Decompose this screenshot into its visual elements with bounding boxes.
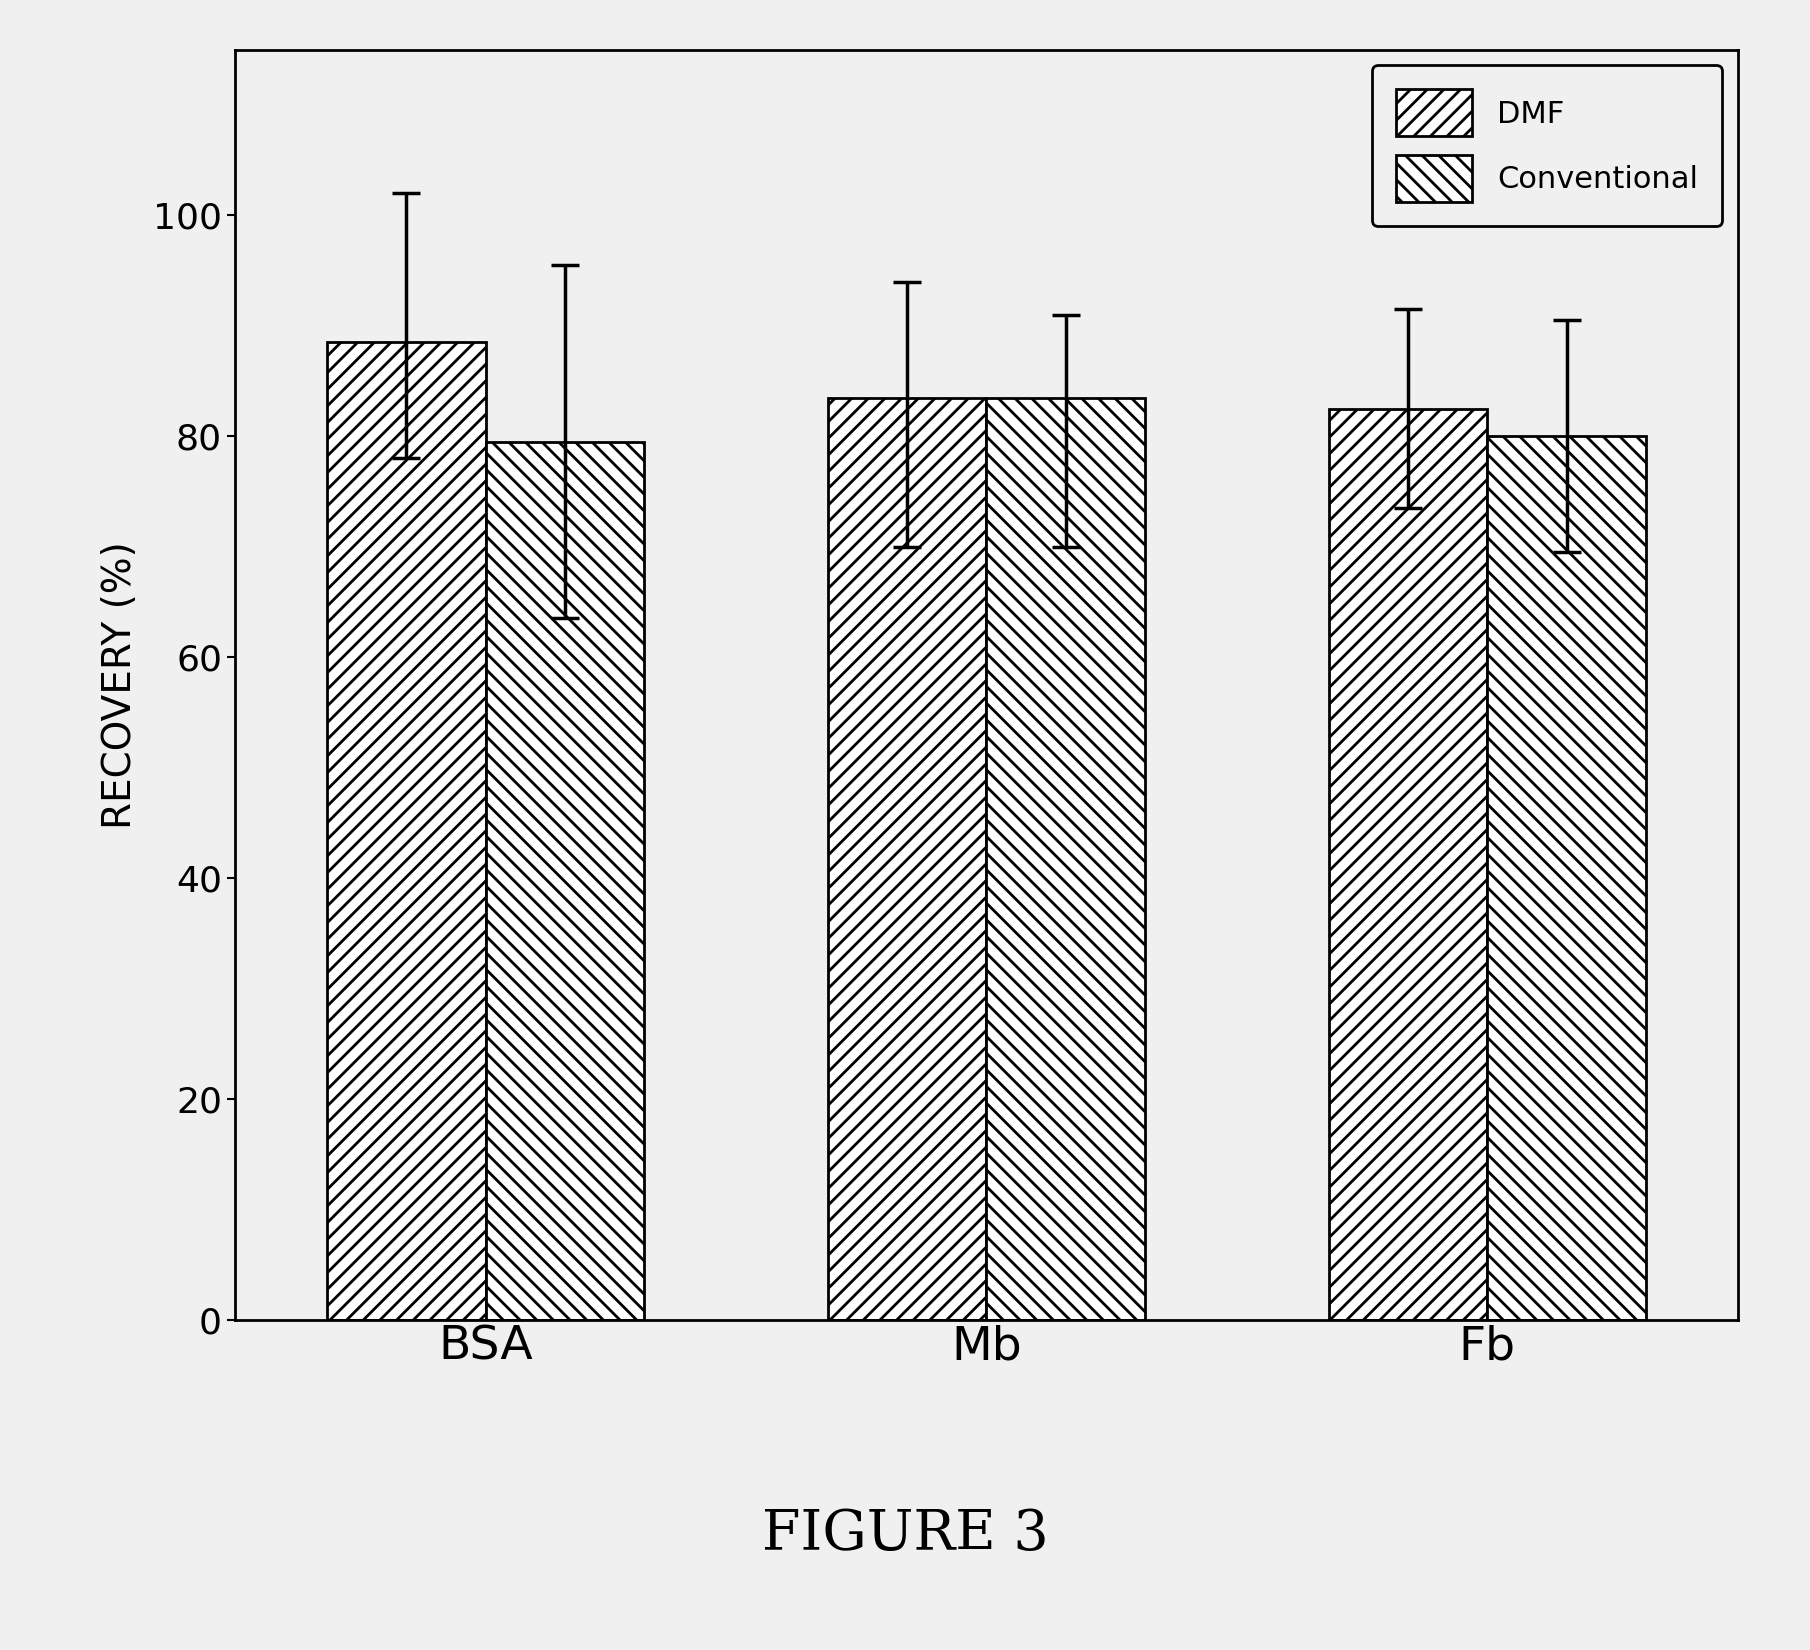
Text: FIGURE 3: FIGURE 3 [762,1506,1048,1563]
Bar [485,442,644,1320]
Bar [827,398,986,1320]
Legend: DMF, Conventional: DMF, Conventional [1372,64,1723,226]
Bar [1488,436,1645,1320]
Bar [328,342,485,1320]
Y-axis label: RECOVERY (%): RECOVERY (%) [101,541,139,828]
Bar [986,398,1146,1320]
Bar [1329,409,1488,1320]
